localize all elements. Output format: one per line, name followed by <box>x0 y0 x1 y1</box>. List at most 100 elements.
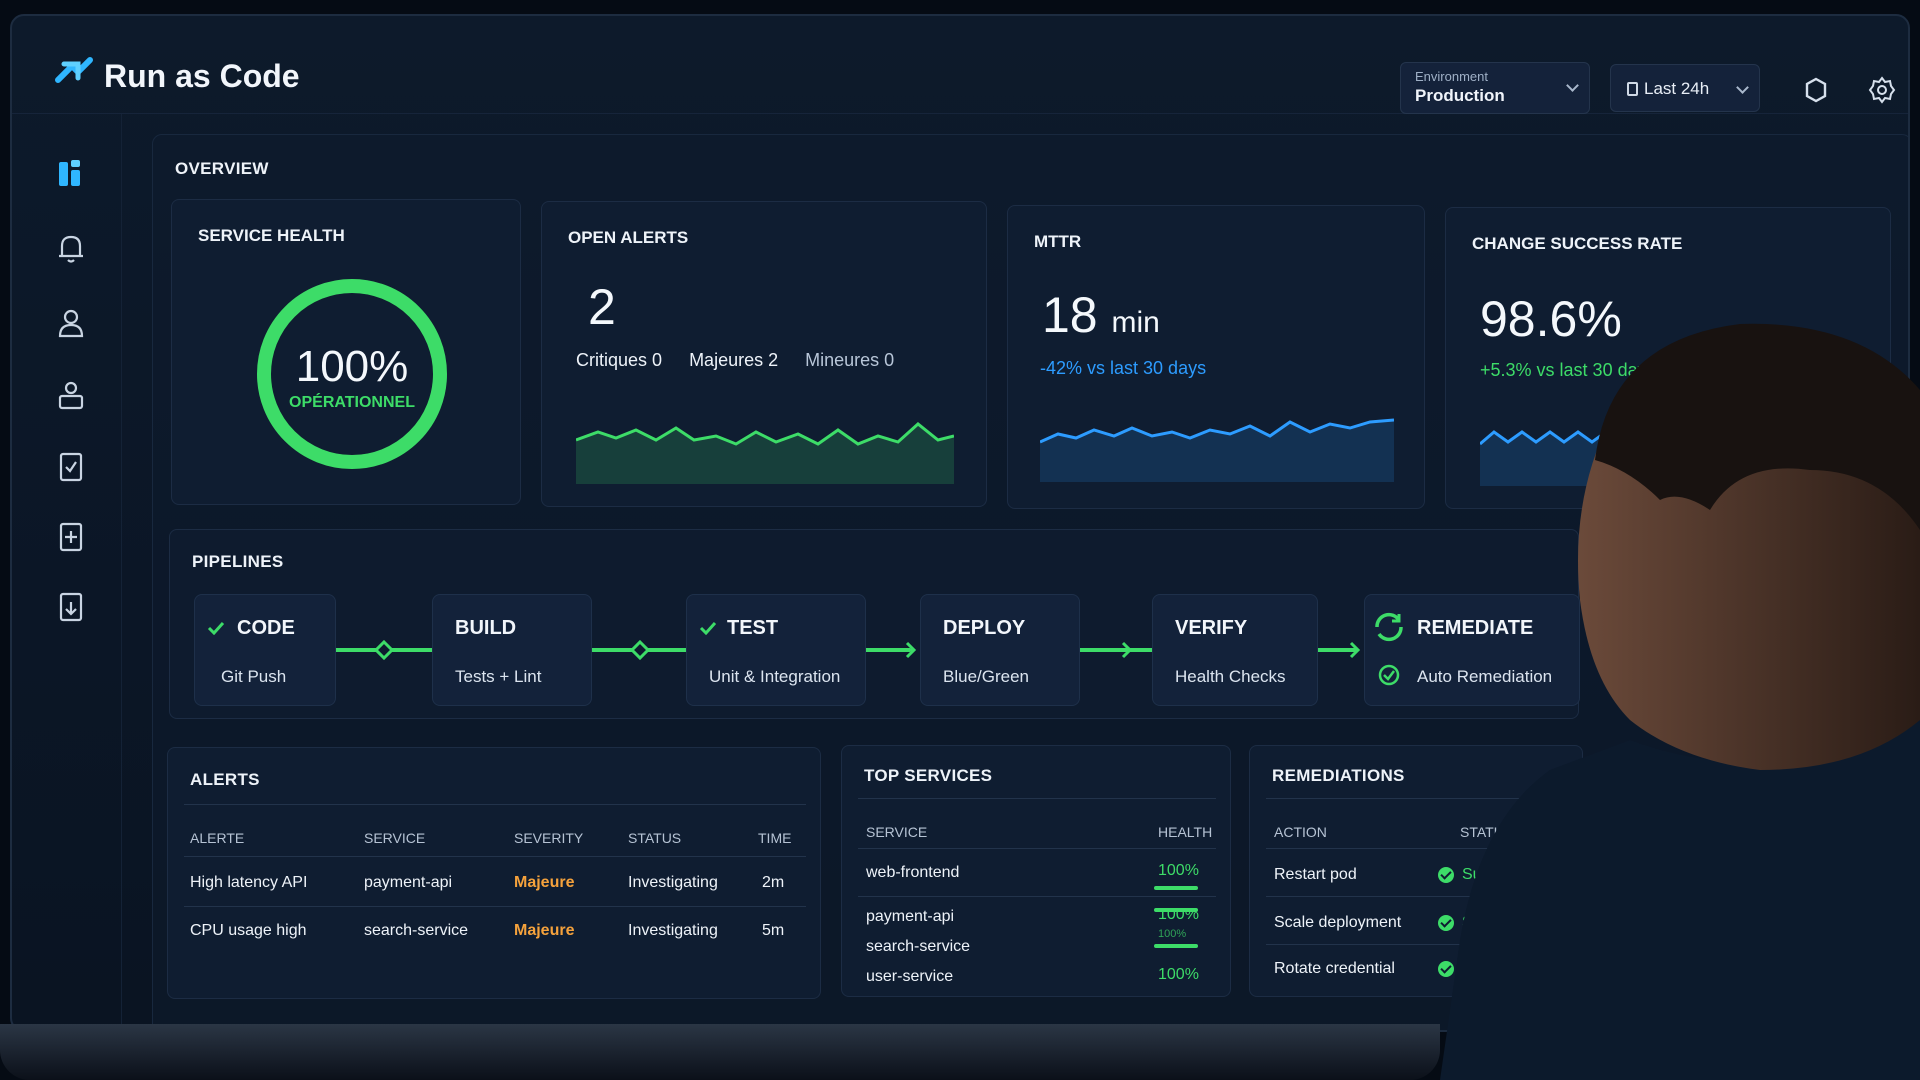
critical-count: Critiques 0 <box>576 350 663 370</box>
stage-build-name: BUILD <box>455 617 517 639</box>
overview-title: OVERVIEW <box>175 159 269 178</box>
sidebar-item-alerts[interactable] <box>56 232 86 266</box>
alert-service: payment-api <box>364 874 453 891</box>
service-name: payment-api <box>866 908 955 925</box>
alerts-table: ALERTE SERVICE SEVERITY STATUS TIME High… <box>168 748 822 1000</box>
change-success-sparkline <box>1480 428 1740 486</box>
refresh-icon <box>1805 77 1827 103</box>
health-gauge: 100% OPÉRATIONNEL <box>252 274 452 474</box>
col-severity: SEVERITY <box>514 830 584 846</box>
alert-severity: Majeure <box>514 922 575 939</box>
environment-label: Environment <box>1415 69 1488 84</box>
logo-icon <box>55 57 93 83</box>
health-bar <box>1154 886 1198 890</box>
remediations-title: REMEDIATIONS <box>1272 766 1405 785</box>
alerts-card: ALERTS ALERTE SERVICE SEVERITY STATUS TI… <box>167 747 821 999</box>
monitor-screen: Run as Code Environment Production Last … <box>10 14 1910 1032</box>
arrow-right-icon <box>900 641 917 659</box>
sidebar-item-dashboard[interactable] <box>56 156 86 190</box>
mttr-title: MTTR <box>1034 232 1082 251</box>
service-health: 100% <box>1158 928 1187 940</box>
mttr-card: MTTR 18 min -42% vs last 30 days <box>1007 205 1425 509</box>
remediation-status: Succes <box>1462 914 1515 931</box>
service-health: 100% <box>1158 966 1199 983</box>
sidebar-item-security[interactable] <box>56 378 86 412</box>
change-success-value: 98.6% <box>1480 291 1622 347</box>
service-health: 100% <box>1158 906 1199 923</box>
remediation-status: Successful <box>1462 866 1540 883</box>
user-icon <box>58 309 84 338</box>
alert-status: Investigating <box>628 922 718 939</box>
alerts-title: ALERTS <box>190 770 260 789</box>
remediation-action: Restart pod <box>1274 866 1357 883</box>
col-status: STATUS <box>628 830 682 846</box>
user-lock-icon <box>58 381 84 410</box>
success-icon <box>1438 915 1454 931</box>
success-icon <box>1438 867 1454 883</box>
stage-deploy[interactable]: DEPLOY Blue/Green <box>920 594 1080 706</box>
alerts-sparkline <box>576 422 954 484</box>
pipelines-card: PIPELINES CODE Git Push BUILD Tests + Li… <box>169 529 1580 719</box>
minor-count: Mineures 0 <box>805 350 895 370</box>
col-status: STATUS <box>1460 824 1514 840</box>
col-service: SERVICE <box>866 824 928 840</box>
app-title: Run as Code <box>104 58 300 94</box>
refresh-button[interactable] <box>1798 72 1834 108</box>
col-alerte: ALERTE <box>190 830 245 846</box>
chevron-down-icon <box>1736 81 1749 94</box>
col-action: ACTION <box>1274 824 1327 840</box>
open-alerts-card: OPEN ALERTS 2 Critiques 0 Majeures 2 Min… <box>541 201 987 507</box>
stage-remediate[interactable]: REMEDIATE Auto Remediation <box>1364 594 1580 706</box>
service-name: web-frontend <box>866 864 960 881</box>
stage-code[interactable]: CODE Git Push <box>194 594 336 706</box>
change-success-card: CHANGE SUCCESS RATE 98.6% +5.3% vs last … <box>1445 207 1891 509</box>
bell-icon <box>59 235 83 263</box>
health-bar <box>1154 944 1198 948</box>
sidebar-item-changes[interactable] <box>56 520 86 554</box>
open-alerts-count: 2 <box>588 279 616 335</box>
settings-icon <box>1868 76 1896 104</box>
document-plus-icon <box>59 522 83 552</box>
diamond-icon <box>630 640 650 660</box>
service-name: search-service <box>866 938 971 955</box>
alert-time: 2m <box>762 874 785 891</box>
remediation-status: Su <box>1462 960 1482 977</box>
stage-build[interactable]: BUILD Tests + Lint <box>432 594 592 706</box>
remediations-card: REMEDIATIONS ACTION STATUS Restart pod S… <box>1249 745 1583 997</box>
alert-severity-counts: Critiques 0 Majeures 2 Mineures 0 <box>576 350 916 371</box>
stage-build-desc: Tests + Lint <box>455 667 542 686</box>
check-icon <box>699 621 717 635</box>
settings-button[interactable] <box>1864 72 1900 108</box>
stage-remediate-name: REMEDIATE <box>1417 617 1534 639</box>
pipelines-title: PIPELINES <box>192 552 284 571</box>
col-health: HEALTH <box>1158 824 1213 840</box>
sidebar <box>12 114 122 1030</box>
health-value: 100% <box>295 342 409 391</box>
arrow-right-icon <box>1116 641 1133 659</box>
environment-select[interactable]: Environment Production <box>1400 62 1590 114</box>
service-health: 100% <box>1158 862 1199 879</box>
sidebar-item-reports[interactable] <box>56 450 86 484</box>
stage-verify-name: VERIFY <box>1175 617 1248 639</box>
top-bar: Run as Code Environment Production Last … <box>12 16 1908 114</box>
calendar-icon <box>1627 82 1638 96</box>
mttr-sparkline <box>1040 418 1394 482</box>
stage-code-name: CODE <box>237 617 295 639</box>
pipeline-connector <box>1318 648 1356 652</box>
mttr-unit: min <box>1111 306 1160 339</box>
check-circle-icon <box>1378 664 1400 686</box>
time-range-label: Last 24h <box>1644 79 1710 98</box>
sidebar-item-users[interactable] <box>56 306 86 340</box>
stage-test[interactable]: TEST Unit & Integration <box>686 594 866 706</box>
change-success-title: CHANGE SUCCESS RATE <box>1472 234 1683 253</box>
success-icon <box>1438 961 1454 977</box>
time-range-select[interactable]: Last 24h <box>1610 64 1760 112</box>
sidebar-item-runbooks[interactable] <box>56 590 86 624</box>
stage-verify-desc: Health Checks <box>1175 667 1286 686</box>
open-alerts-title: OPEN ALERTS <box>568 228 689 247</box>
stage-code-desc: Git Push <box>221 667 287 686</box>
stage-verify[interactable]: VERIFY Health Checks <box>1152 594 1318 706</box>
sync-icon <box>1375 612 1403 642</box>
health-status: OPÉRATIONNEL <box>289 394 415 411</box>
alert-service: search-service <box>364 922 469 939</box>
